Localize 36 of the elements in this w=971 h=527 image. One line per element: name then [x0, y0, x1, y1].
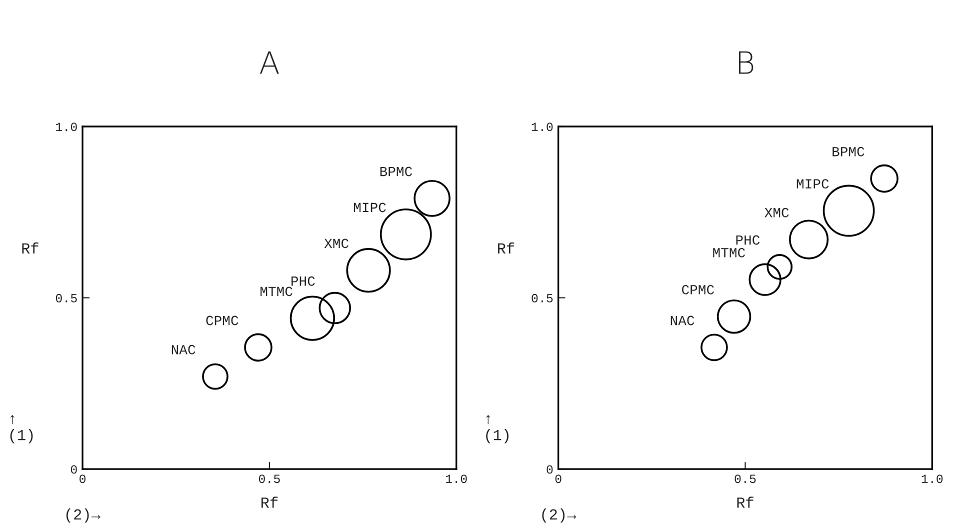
x-tick-label: 0.5: [258, 474, 280, 484]
annotation: MIPC: [796, 179, 829, 189]
chart-title: B: [739, 51, 754, 74]
y-tick-label: 0.5: [56, 294, 77, 302]
annotation: XMC: [324, 238, 348, 248]
annotation: MIPC: [354, 202, 386, 212]
annotation: MTMC: [713, 248, 746, 258]
annotation: MTMC: [260, 286, 292, 296]
text: (2)→: [542, 508, 576, 523]
annotation: NAC: [172, 344, 196, 354]
y-axis-title: Rf: [22, 242, 38, 254]
y-tick-label: 0: [70, 465, 77, 474]
x-axis-title: Rf: [261, 496, 278, 508]
y-tick-label: 0.5: [532, 294, 553, 302]
annotation: BPMC: [380, 166, 412, 176]
annotation: CPMC: [682, 284, 714, 294]
text: ↑ (1): [486, 415, 508, 444]
annotation: BPMC: [832, 146, 864, 156]
text: ↑ (1): [10, 415, 33, 444]
annotation: XMC: [764, 208, 789, 218]
y-axis-title: Rf: [498, 242, 514, 254]
text: (2)→: [66, 508, 100, 523]
y-tick-label: 0: [546, 465, 553, 474]
annotation: PHC: [736, 235, 760, 245]
annotation: PHC: [292, 276, 315, 286]
annotation: CPMC: [206, 316, 238, 326]
x-axis-title: Rf: [737, 496, 754, 508]
chart-title: A: [260, 51, 279, 74]
annotation: NAC: [670, 316, 694, 326]
x-tick-label: 0.5: [734, 474, 756, 484]
x-tick-label: 0: [80, 474, 86, 484]
y-tick-label: 1.0: [532, 122, 553, 132]
x-tick-label: 1.0: [446, 474, 467, 484]
x-tick-label: 1.0: [922, 474, 943, 484]
x-tick-label: 0: [555, 474, 562, 484]
y-tick-label: 1.0: [56, 122, 77, 132]
